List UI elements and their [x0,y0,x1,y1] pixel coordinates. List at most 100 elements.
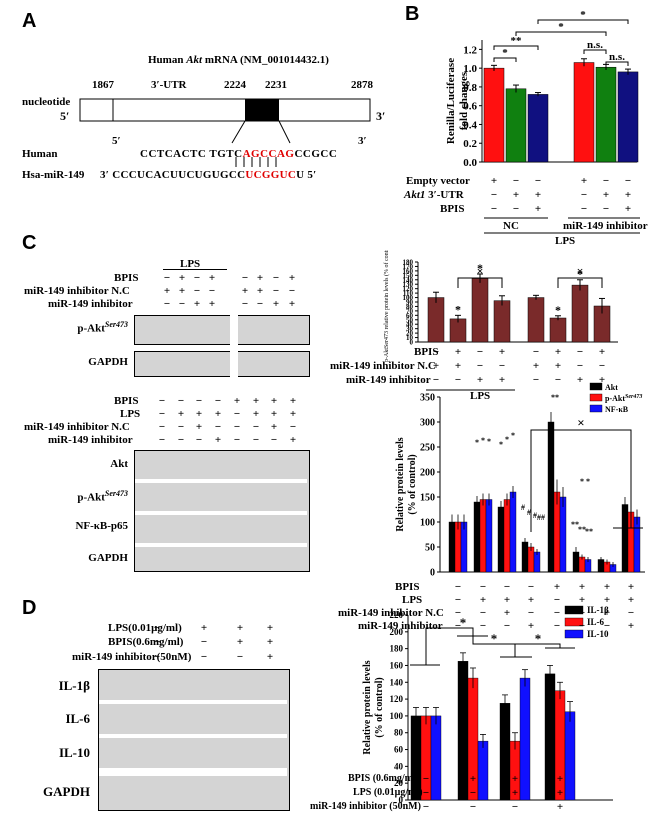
ctop-star-2: * [477,261,483,275]
d-row-inhibitor: miR-149 inhibitor(50nM) [72,651,192,663]
cbot-ylabel: Relative protein levels(% of control) [395,437,418,531]
ctop-bar-4 [527,297,545,343]
human-three-prime: 3′ [358,135,367,147]
d-bar-s2-3 [564,711,576,801]
c2-sign-r2-c5: − [252,421,260,433]
d-band-il6: IL-6 [65,711,90,726]
d-sign-r1-c1: − [200,636,208,648]
ctop-sign-r2-c1: − [454,374,462,386]
b-sign-r0-c2: − [534,175,542,187]
d-legend-swatch-1 [564,617,584,627]
b-sig-4-label: * [580,9,586,21]
c1-sign-r1-c6: − [272,285,280,297]
zoom-line-right [278,120,291,144]
panel-letter-c: C [22,232,37,254]
b-sign-r2-c1: − [512,203,520,215]
d-legend-swatch-0 [564,605,584,615]
c2-sign-r2-c4: − [233,421,241,433]
ctop-sign-r2-c3: + [498,374,506,386]
cbot-sign-r0-c5: + [578,581,586,593]
b-sig-3-label: * [558,21,564,33]
d-sign-r2-c1: − [200,651,208,663]
c2-sign-r3-c4: − [233,434,241,446]
d-row-lps: LPS (0.01μg/ml) [353,787,423,798]
ctop-sign-r1-c7: − [598,360,606,372]
ctop-ytick-label-3: 30 [406,325,414,333]
cbot-sign-r1-c2: + [503,594,511,606]
d-sign-r1-c0: − [153,636,161,648]
cbot-sign-r3-c0: − [454,620,462,632]
cbot-sign-r1-c3: + [527,594,535,606]
ctop-sign-r0-c6: − [576,346,584,358]
cbot-sign-r2-c5: − [578,607,586,619]
cbot-annot-7: # [527,508,531,517]
b-sig-6-label: n.s. [609,51,625,63]
akt-mrna-title: Human Akt mRNA (NM_001014432.1) [148,54,329,66]
c2-sign-r3-c5: − [252,434,260,446]
ctop-cross-2: × [577,264,584,278]
ctop-sign-r1-c3: − [498,360,506,372]
ctop-sign-r1-c4: + [532,360,540,372]
c2-sign-r0-c7: + [289,395,297,407]
b-row-bpis: BPIS [440,203,465,215]
pos-1867: 1867 [92,79,114,91]
c2-sign-r3-c2: − [195,434,203,446]
c2-band-akt-label: Akt [110,458,128,470]
pos-2231: 2231 [265,79,287,91]
ctop-star-5: * [555,303,561,317]
b-sign-r0-c5: − [624,175,632,187]
cbot-ytick-label-3: 150 [420,493,435,504]
c2-sign-r2-c3: − [214,421,222,433]
d-ylabel-2: (% of control) [374,677,385,737]
c2-sign-r3-c3: + [214,434,222,446]
c2-pakt-text: p-Akt [77,491,105,504]
c2-blot-sep-3 [135,543,307,547]
c2-sign-r1-c1: + [177,408,185,420]
ctop-sign-r0-c3: + [498,346,506,358]
c2-sign-r1-c3: + [214,408,222,420]
cbot-sign-r3-c5: − [578,620,586,632]
ctop-cross-1: × [477,264,484,278]
cbot-annot-2: * [487,437,491,446]
c1-sign-r1-c1: + [178,285,186,297]
cbot-cross-bracket [530,429,632,532]
ctop-sign-r1-c2: − [476,360,484,372]
ctop-bar-6 [571,284,589,343]
pos-2878: 2878 [351,79,373,91]
cbot-sign-r2-c7: − [627,607,635,619]
human-label: Human [22,148,58,160]
b-sign-r0-c1: − [512,175,520,187]
c2-sign-r1-c5: + [252,408,260,420]
cbot-bar-s1-1 [479,499,487,573]
b-sign-r1-c4: + [602,189,610,201]
cbot-legend-pakt-sup: Ser473 [625,394,642,400]
b-sign-r0-c0: + [490,175,498,187]
c1-sign-r2-c6: + [272,298,280,310]
d-bar-s2-1 [477,740,489,801]
dchart-sign-r2-c2: − [511,801,519,813]
five-prime-label: 5′ [60,109,70,123]
ctop-row-inhibitor: miR-149 inhibitor [346,374,431,386]
c2-row-bpis: BPIS [114,395,139,407]
cbot-annot-8: # [533,511,537,520]
dchart-sign-r2-c0: − [422,801,430,813]
nucleotide-label: nucleotide [22,96,71,108]
ctop-cross-bracket-2 [557,277,603,288]
c2-sign-r0-c4: + [233,395,241,407]
cbot-bar-s2-4 [559,496,567,573]
c1-sign-r2-c5: − [256,298,264,310]
c2-blot-sep-2 [135,511,307,515]
d-band-il10: IL-10 [58,745,90,760]
b-ytick-label-5: 1.0 [463,63,477,75]
ctop-ytick-label-6: 60 [406,312,414,320]
c1-sign-r0-c5: + [256,272,264,284]
b-sign-r0-c3: + [580,175,588,187]
c1-sign-r1-c4: + [241,285,249,297]
mir-seq-left: 3′ CCCUCACUUCUGUGCC [100,169,246,181]
c1-sign-r2-c3: + [208,298,216,310]
ctop-row-nc: miR-149 inhibitor N.C [330,360,436,372]
b-bar-5 [617,71,639,163]
cbot-annot-11: * [580,477,584,486]
b-sign-r0-c4: − [602,175,610,187]
ctop-ytick-label-4: 40 [406,321,414,329]
